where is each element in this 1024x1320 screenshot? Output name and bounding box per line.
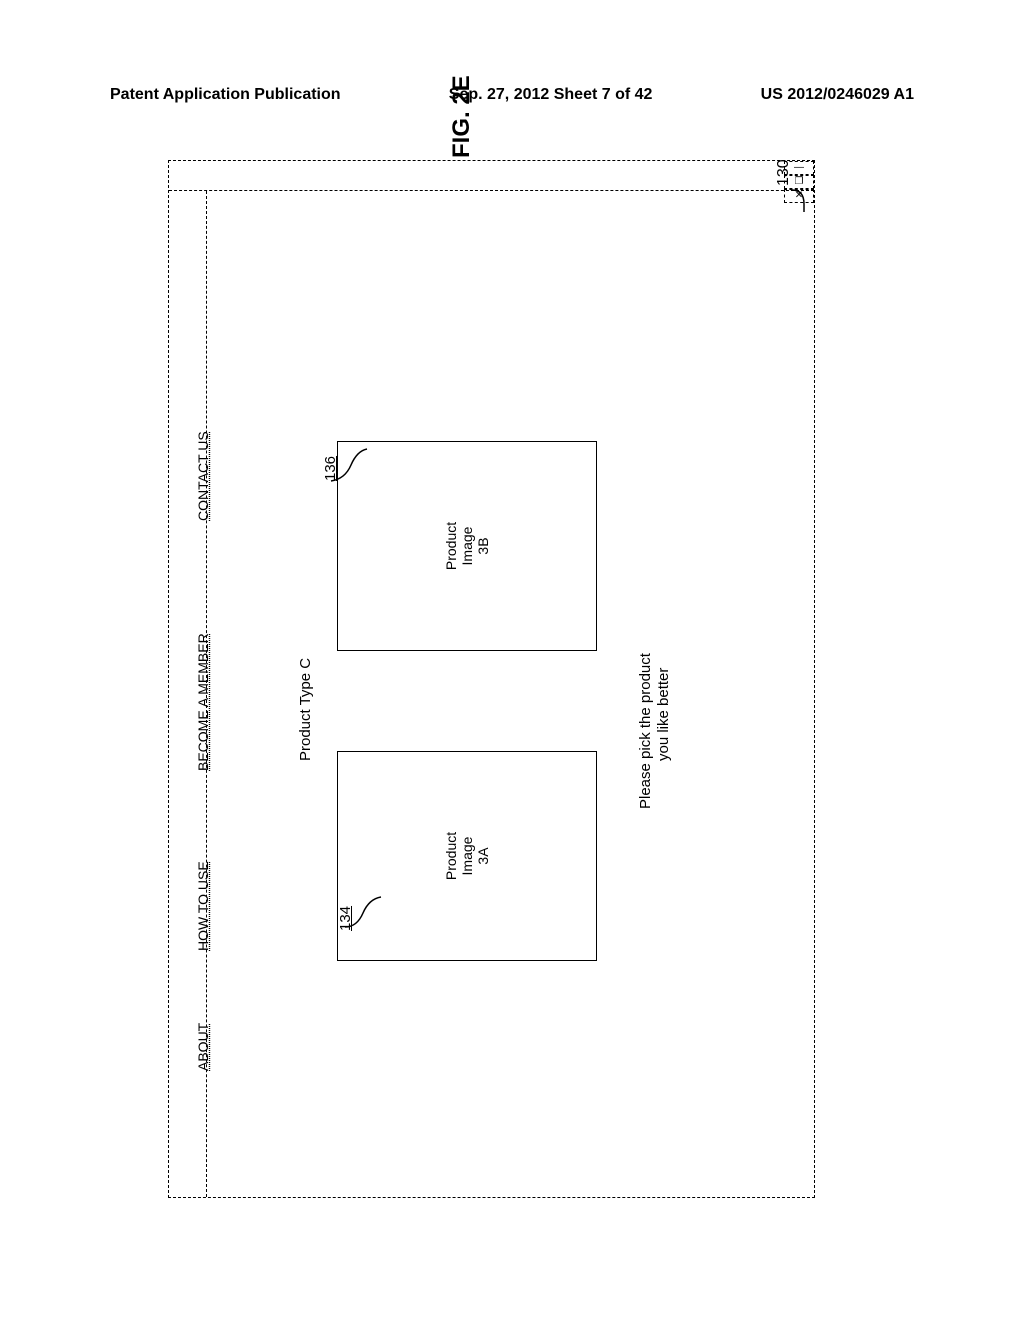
titlebar: — ❐ ✕ [169, 161, 814, 191]
leader-136 [331, 445, 371, 485]
instruction-line1: Please pick the product [637, 653, 654, 809]
app-window: — ❐ ✕ ABOUT HOW TO USE BECOME A MEMBER C… [168, 160, 815, 1198]
product-3a-label: ProductImage3A [443, 832, 491, 880]
instruction-line2: you like better [655, 668, 672, 761]
page: Patent Application Publication Sep. 27, … [0, 0, 1024, 1320]
figure-label: FIG. 2E [448, 75, 476, 158]
product-type-label: Product Type C [297, 658, 314, 761]
header-left: Patent Application Publication [110, 86, 341, 104]
product-image-3b[interactable]: ProductImage3B [337, 441, 597, 651]
header-right: US 2012/0246029 A1 [761, 86, 914, 104]
nav-bar: ABOUT HOW TO USE BECOME A MEMBER CONTACT… [169, 191, 207, 1197]
maximize-button[interactable]: ❐ [784, 175, 814, 189]
header-center: Sep. 27, 2012 Sheet 7 of 42 [449, 86, 653, 104]
leader-134 [345, 891, 385, 931]
page-header: Patent Application Publication Sep. 27, … [110, 86, 914, 104]
product-3b-label: ProductImage3B [443, 522, 491, 570]
minimize-button[interactable]: — [784, 161, 814, 175]
content-area: Product Type C ProductImage3A 134 Produc… [207, 191, 814, 1197]
